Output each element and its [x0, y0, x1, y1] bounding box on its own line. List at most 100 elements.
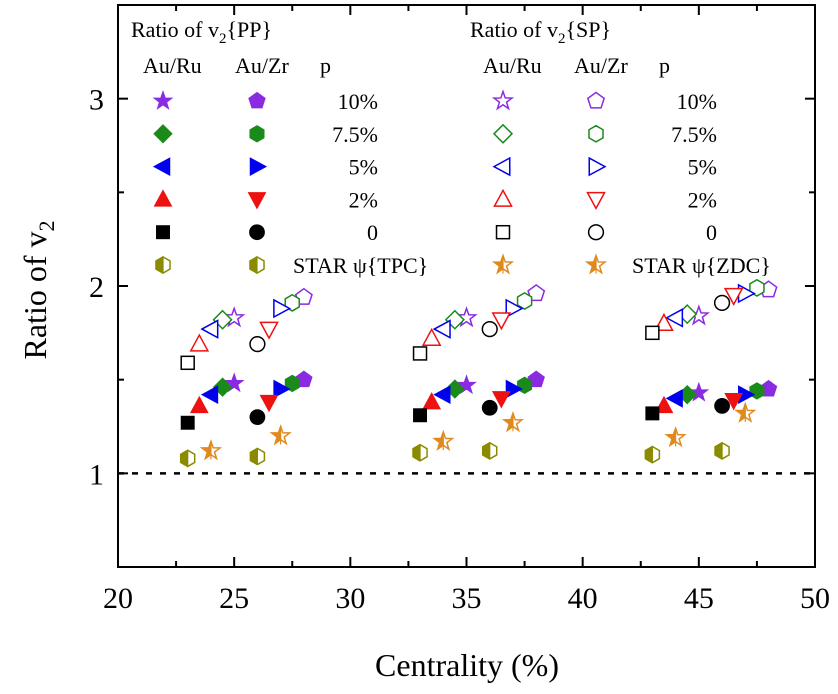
data-point-s3-1	[517, 376, 533, 394]
axis-ticks: 20 25 30 35 40 45 50 1 2 3	[89, 5, 830, 615]
x-tick-label: 20	[103, 582, 133, 615]
data-point-s6-1	[422, 392, 442, 410]
data-point-s3-2	[749, 382, 765, 400]
data-point-s9-2	[714, 398, 730, 414]
x-tick-label: 45	[684, 582, 714, 615]
legend-marker-ru-4	[156, 225, 170, 240]
data-point-s0-1	[456, 374, 477, 395]
data-point-s18-1	[421, 327, 442, 346]
legend-marker-zr-3	[247, 192, 267, 210]
legend-marker-zr-2	[588, 156, 607, 177]
legend-title: Ratio of v2{SP}	[470, 17, 611, 47]
legend-title: Ratio of v2{PP}	[131, 17, 272, 47]
data-point-s15-0	[284, 293, 301, 312]
data-point-s9-0	[249, 409, 266, 426]
data-point-s22-2	[664, 426, 687, 448]
legend-marker-ru-4	[495, 224, 511, 240]
legend-row-label: 10%	[338, 89, 378, 114]
data-point-s20-2	[645, 325, 660, 341]
legend-column-header: Au/Zr	[574, 53, 628, 78]
legend-marker-ru-1	[153, 124, 173, 144]
legend-row-label: 0	[706, 220, 717, 245]
legend-marker-ru-5	[491, 253, 515, 275]
data-point-s15-2	[749, 278, 765, 297]
data-point-s11-2	[714, 441, 730, 460]
data-marks	[179, 278, 778, 468]
data-point-s22-1	[432, 429, 455, 451]
data-point-s4-0	[200, 385, 219, 405]
x-tick-label: 30	[335, 582, 365, 615]
legend-column-header: p	[320, 53, 331, 78]
data-point-s17-0	[273, 298, 292, 319]
legend-left: Ratio of v2{PP} Au/Ru Au/Zr p 10% 7.5% 5% 2% 0 ST…	[131, 17, 428, 278]
data-point-s0-0	[223, 372, 245, 393]
legend-column-header: Au/Ru	[483, 53, 542, 78]
data-point-s19-1	[491, 312, 512, 331]
data-point-s4-1	[433, 385, 451, 405]
data-point-s23-1	[501, 411, 525, 433]
data-point-s19-2	[723, 287, 744, 306]
data-point-s16-0	[200, 319, 219, 339]
data-point-s15-1	[516, 292, 533, 310]
legend-row-label: 0	[367, 220, 378, 245]
data-point-s7-2	[724, 393, 744, 411]
y-axis-title: Ratio of v2	[17, 221, 59, 360]
data-point-s8-0	[180, 415, 195, 430]
legend-row-label: STAR ψ{ZDC}	[632, 253, 771, 278]
legend-row-label: 10%	[677, 89, 717, 114]
legend-marker-ru-0	[491, 89, 515, 111]
data-point-s7-1	[491, 391, 511, 409]
legend-marker-ru-1	[492, 123, 514, 144]
data-point-s22-0	[199, 439, 223, 461]
legend-column-header: p	[659, 53, 670, 78]
data-point-s21-2	[713, 294, 731, 311]
legend-marker-ru-3	[153, 189, 173, 207]
legend-column-header: Au/Ru	[143, 53, 202, 78]
data-point-s1-0	[295, 370, 313, 388]
data-point-s8-1	[413, 408, 428, 423]
data-point-s21-0	[249, 335, 266, 353]
data-point-s10-0	[179, 449, 196, 468]
legend-row-label: 2%	[349, 187, 378, 212]
legend-marker-ru-2	[492, 156, 511, 177]
legend-marker-zr-4	[587, 224, 605, 241]
data-point-s4-2	[665, 389, 683, 408]
data-point-s3-0	[284, 374, 300, 393]
legend-marker-zr-1	[588, 124, 604, 143]
legend-row-label: 5%	[349, 155, 378, 180]
data-point-s7-0	[259, 394, 279, 413]
data-point-s11-0	[249, 447, 266, 466]
y-tick-label: 2	[89, 271, 104, 304]
data-point-s21-1	[481, 320, 498, 338]
legend-marker-zr-5	[584, 253, 608, 275]
legend-row-label: 7.5%	[671, 122, 717, 147]
data-point-s6-0	[189, 395, 209, 414]
legend-marker-ru-3	[493, 188, 513, 207]
data-point-s5-0	[273, 379, 291, 399]
data-point-s18-0	[189, 333, 210, 352]
x-axis-title: Centrality (%)	[375, 647, 559, 683]
legend-right: Ratio of v2{SP} Au/Ru Au/Zr p 10% 7.5% 5% 2% 0 ST…	[470, 17, 771, 278]
legend-marker-zr-0	[248, 91, 266, 109]
data-point-s11-1	[481, 441, 498, 460]
data-point-s16-1	[432, 319, 451, 339]
legend-marker-ru-5	[155, 256, 171, 274]
data-point-s10-2	[644, 445, 661, 464]
data-point-s1-1	[527, 370, 545, 388]
x-tick-label: 25	[219, 582, 249, 615]
legend-row-label: 5%	[688, 155, 717, 180]
legend-marker-ru-2	[152, 157, 171, 176]
data-point-s8-2	[645, 406, 660, 421]
y-tick-label: 3	[89, 84, 104, 117]
x-tick-label: 35	[452, 582, 482, 615]
legend-marker-ru-0	[152, 90, 174, 110]
legend-marker-zr-3	[586, 191, 606, 210]
data-point-s6-2	[654, 395, 674, 414]
data-point-s20-0	[180, 355, 195, 371]
data-point-s23-0	[269, 424, 292, 446]
legend-row-label: 2%	[688, 187, 717, 212]
data-point-s5-1	[505, 379, 524, 399]
data-point-s20-1	[412, 346, 428, 361]
data-point-s10-1	[412, 443, 428, 462]
